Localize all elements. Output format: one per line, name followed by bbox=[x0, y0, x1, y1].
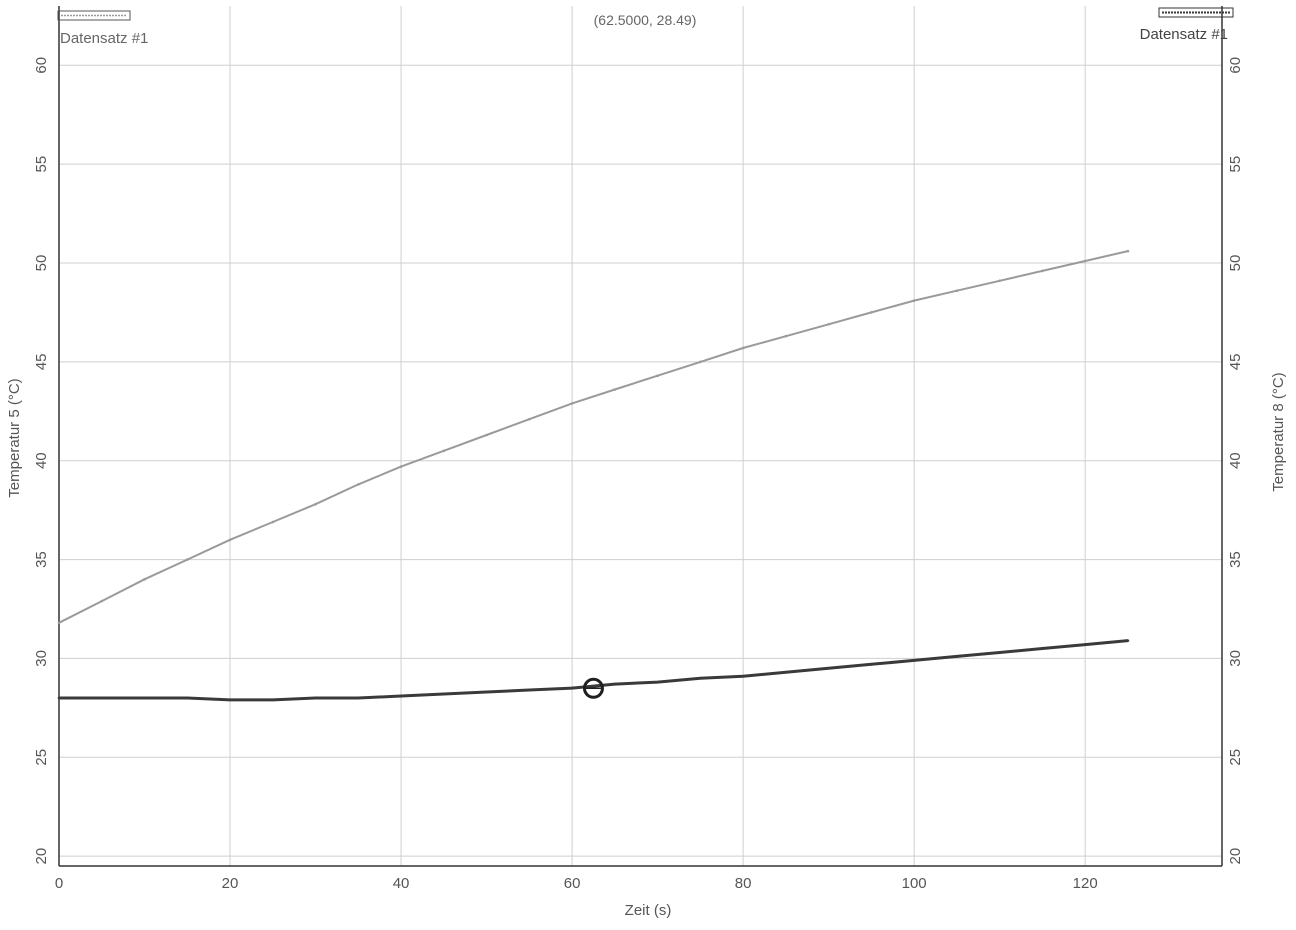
data-point-right bbox=[485, 690, 488, 694]
data-point-right bbox=[1126, 639, 1130, 642]
data-point-left bbox=[399, 465, 403, 468]
x-tick-label: 100 bbox=[902, 875, 927, 892]
data-point-right bbox=[827, 666, 830, 670]
axes bbox=[58, 6, 1223, 867]
x-tick-label: 0 bbox=[55, 875, 63, 892]
data-point-left bbox=[143, 578, 146, 581]
data-point-right bbox=[784, 670, 788, 674]
data-point-left bbox=[656, 374, 659, 378]
y-tick-label-right: 40 bbox=[1227, 452, 1244, 469]
data-point-right bbox=[912, 659, 916, 662]
data-point-left bbox=[442, 449, 446, 453]
data-point-left bbox=[998, 279, 1001, 283]
y-tick-label-right: 55 bbox=[1227, 156, 1244, 173]
data-point-left bbox=[1083, 259, 1087, 263]
legend-right[interactable]: Datensatz #1 bbox=[1140, 7, 1234, 43]
data-point-left bbox=[228, 538, 232, 542]
readout-coordinates: (62.5000, 28.49) bbox=[594, 12, 697, 28]
y-tick-label-left: 20 bbox=[33, 848, 50, 865]
data-point-left bbox=[57, 621, 61, 625]
y-tick-label-left: 45 bbox=[33, 354, 50, 371]
data-point-right bbox=[1083, 643, 1087, 646]
y-tick-label-right: 20 bbox=[1227, 848, 1244, 865]
series-lines bbox=[57, 249, 1130, 702]
data-point-right bbox=[699, 676, 702, 680]
data-point-right bbox=[1041, 647, 1044, 650]
y-tick-label-right: 50 bbox=[1227, 255, 1244, 272]
legend-left-swatch bbox=[57, 10, 131, 21]
data-point-right bbox=[528, 688, 531, 692]
y-tick-label-left: 60 bbox=[33, 57, 50, 74]
y-tick-label-left: 35 bbox=[33, 551, 50, 568]
legend-right-label: Datensatz #1 bbox=[1140, 26, 1228, 43]
x-tick-label: 120 bbox=[1073, 875, 1098, 892]
data-point-left bbox=[955, 289, 959, 292]
x-tick-label: 20 bbox=[222, 875, 239, 892]
data-point-right bbox=[271, 698, 275, 702]
y-tick-label-right: 35 bbox=[1227, 551, 1244, 568]
series-line-left bbox=[58, 250, 1129, 624]
data-point-left bbox=[870, 311, 873, 314]
data-point-left bbox=[100, 599, 104, 603]
data-point-left bbox=[827, 322, 830, 326]
data-point-right bbox=[314, 696, 317, 700]
cursor-marker[interactable] bbox=[582, 677, 604, 699]
data-point-right bbox=[143, 696, 146, 700]
series-line-right bbox=[59, 639, 1129, 702]
data-point-left bbox=[1041, 269, 1044, 273]
data-point-right bbox=[613, 682, 617, 686]
data-point-right bbox=[442, 692, 446, 696]
y-tick-label-left: 55 bbox=[33, 156, 50, 173]
y-tick-label-right: 60 bbox=[1227, 57, 1244, 74]
x-tick-label: 40 bbox=[393, 875, 410, 892]
y-tick-label-right: 45 bbox=[1227, 354, 1244, 371]
x-axis-label: Zeit (s) bbox=[625, 902, 672, 919]
y-tick-label-left: 40 bbox=[33, 452, 50, 469]
data-point-right bbox=[741, 674, 745, 678]
data-point-left bbox=[485, 433, 488, 437]
data-point-right bbox=[228, 698, 232, 702]
x-tick-label: 80 bbox=[735, 875, 752, 892]
data-point-left bbox=[784, 334, 788, 338]
data-point-left bbox=[314, 502, 317, 506]
y-tick-label-left: 25 bbox=[33, 749, 50, 766]
y-tick-label-right: 25 bbox=[1227, 749, 1244, 766]
data-point-left bbox=[271, 520, 275, 524]
data-point-right bbox=[399, 694, 403, 698]
data-point-left bbox=[699, 360, 702, 364]
data-point-right bbox=[357, 696, 360, 700]
y-axis-label-right: Temperatur 8 (°C) bbox=[1270, 372, 1287, 491]
data-point-left bbox=[528, 417, 531, 421]
data-point-left bbox=[185, 558, 189, 561]
data-point-left bbox=[741, 346, 745, 350]
data-point-left bbox=[357, 483, 360, 486]
data-point-left bbox=[570, 402, 574, 405]
data-point-right bbox=[998, 651, 1001, 654]
legend-left[interactable]: Datensatz #1 bbox=[57, 10, 148, 47]
tick-labels: 0 20 40 60 80 100 120 20 20 25 25 30 30 35 35 40 40 45 45 5… bbox=[33, 57, 1244, 892]
data-point-right bbox=[570, 686, 574, 690]
data-point-right bbox=[185, 696, 189, 700]
data-point-right bbox=[100, 696, 104, 700]
x-tick-label: 60 bbox=[564, 875, 581, 892]
data-point-right bbox=[870, 663, 873, 666]
y-tick-label-left: 50 bbox=[33, 255, 50, 272]
grid bbox=[58, 6, 1222, 866]
data-point-left bbox=[613, 388, 617, 391]
data-point-right bbox=[57, 696, 61, 700]
data-point-left bbox=[912, 299, 916, 302]
legend-right-swatch bbox=[1158, 7, 1234, 18]
y-axis-label-left: Temperatur 5 (°C) bbox=[6, 378, 23, 497]
data-point-right bbox=[955, 655, 959, 658]
y-tick-label-left: 30 bbox=[33, 650, 50, 667]
legend-left-label: Datensatz #1 bbox=[60, 30, 148, 47]
data-point-left bbox=[1126, 249, 1130, 253]
data-point-right bbox=[656, 680, 659, 684]
y-tick-label-right: 30 bbox=[1227, 650, 1244, 667]
